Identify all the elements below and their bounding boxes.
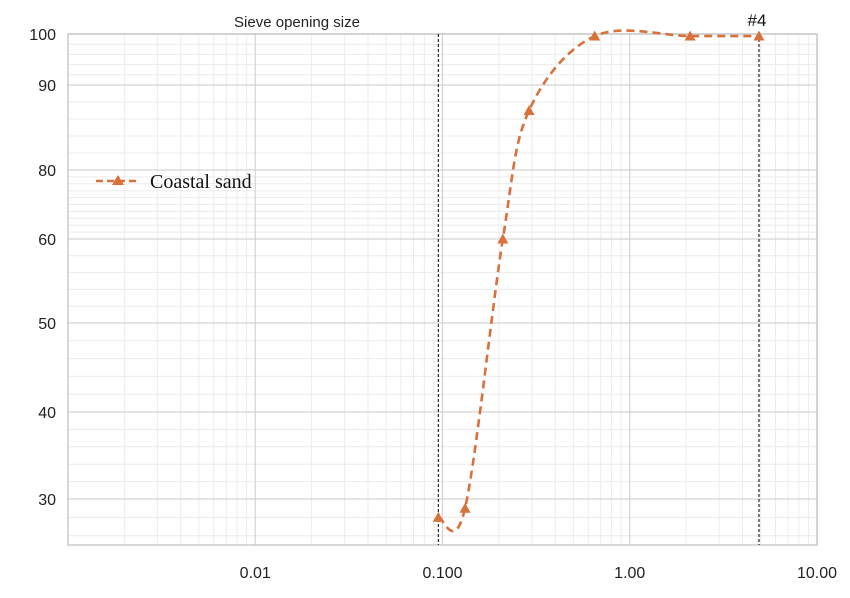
legend: Coastal sand — [96, 171, 252, 193]
x-axis-title: Sieve opening size — [234, 14, 360, 31]
minor-gridlines — [68, 34, 817, 545]
x-axis-tick-labels: 0.01 0.100 1.00 10.00 — [240, 565, 837, 582]
x-tick-label: 1.00 — [614, 565, 645, 582]
y-tick-label: 50 — [38, 316, 56, 333]
y-tick-label: 90 — [38, 78, 56, 95]
plot-frame — [67, 33, 818, 546]
data-point-marker — [684, 30, 696, 41]
coastal-sand-curve — [437, 29, 759, 533]
sieve-4-annotation: #4 — [748, 11, 767, 30]
y-tick-label: 40 — [38, 405, 56, 422]
data-point-marker — [753, 30, 765, 41]
x-tick-label: 0.01 — [240, 565, 271, 582]
legend-triangle-marker — [112, 175, 124, 185]
data-point-marker — [432, 511, 444, 522]
y-tick-label: 100 — [29, 27, 56, 44]
y-tick-label: 60 — [38, 232, 56, 249]
data-point-marker — [459, 502, 471, 513]
data-point-marker — [523, 105, 535, 115]
x-tick-label: 0.100 — [422, 565, 462, 582]
y-tick-label: 30 — [38, 492, 56, 509]
y-axis-tick-labels: 30 40 50 60 80 90 100 — [29, 27, 56, 509]
legend-label-coastal-sand: Coastal sand — [150, 171, 252, 193]
x-tick-label: 10.00 — [797, 565, 837, 582]
y-tick-label: 80 — [38, 163, 56, 180]
series-layer — [432, 29, 765, 533]
data-point-marker — [497, 233, 509, 244]
data-point-marker — [589, 30, 601, 41]
reference-lines — [437, 34, 760, 545]
